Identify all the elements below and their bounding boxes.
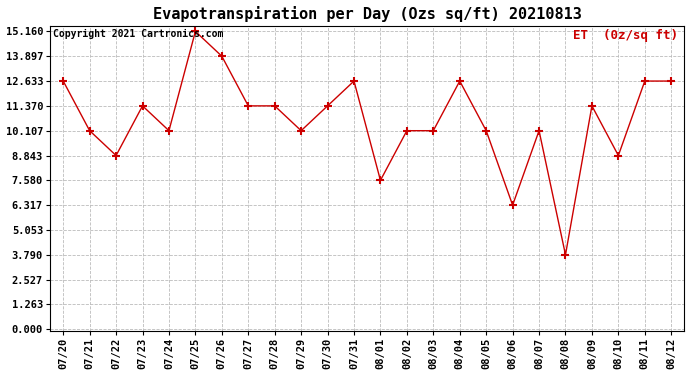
Line: ET  (0z/sq ft): ET (0z/sq ft): [59, 27, 676, 259]
Title: Evapotranspiration per Day (Ozs sq/ft) 20210813: Evapotranspiration per Day (Ozs sq/ft) 2…: [152, 6, 582, 21]
ET  (0z/sq ft): [667, 79, 676, 83]
ET  (0z/sq ft): [112, 153, 120, 158]
ET  (0z/sq ft): [59, 79, 68, 83]
ET  (0z/sq ft): [244, 104, 253, 108]
ET  (0z/sq ft): [350, 79, 358, 83]
ET  (0z/sq ft): [139, 104, 147, 108]
ET  (0z/sq ft): [509, 203, 517, 207]
ET  (0z/sq ft): [191, 29, 199, 34]
ET  (0z/sq ft): [640, 79, 649, 83]
ET  (0z/sq ft): [376, 178, 384, 183]
ET  (0z/sq ft): [482, 128, 491, 133]
ET  (0z/sq ft): [86, 128, 94, 133]
ET  (0z/sq ft): [535, 128, 543, 133]
ET  (0z/sq ft): [297, 128, 305, 133]
Text: ET  (0z/sq ft): ET (0z/sq ft): [573, 28, 678, 42]
ET  (0z/sq ft): [217, 54, 226, 58]
ET  (0z/sq ft): [270, 104, 279, 108]
ET  (0z/sq ft): [562, 253, 570, 257]
Text: Copyright 2021 Cartronics.com: Copyright 2021 Cartronics.com: [53, 28, 224, 39]
ET  (0z/sq ft): [455, 79, 464, 83]
ET  (0z/sq ft): [324, 104, 332, 108]
ET  (0z/sq ft): [165, 128, 173, 133]
ET  (0z/sq ft): [614, 153, 622, 158]
ET  (0z/sq ft): [429, 128, 437, 133]
ET  (0z/sq ft): [588, 104, 596, 108]
ET  (0z/sq ft): [403, 128, 411, 133]
